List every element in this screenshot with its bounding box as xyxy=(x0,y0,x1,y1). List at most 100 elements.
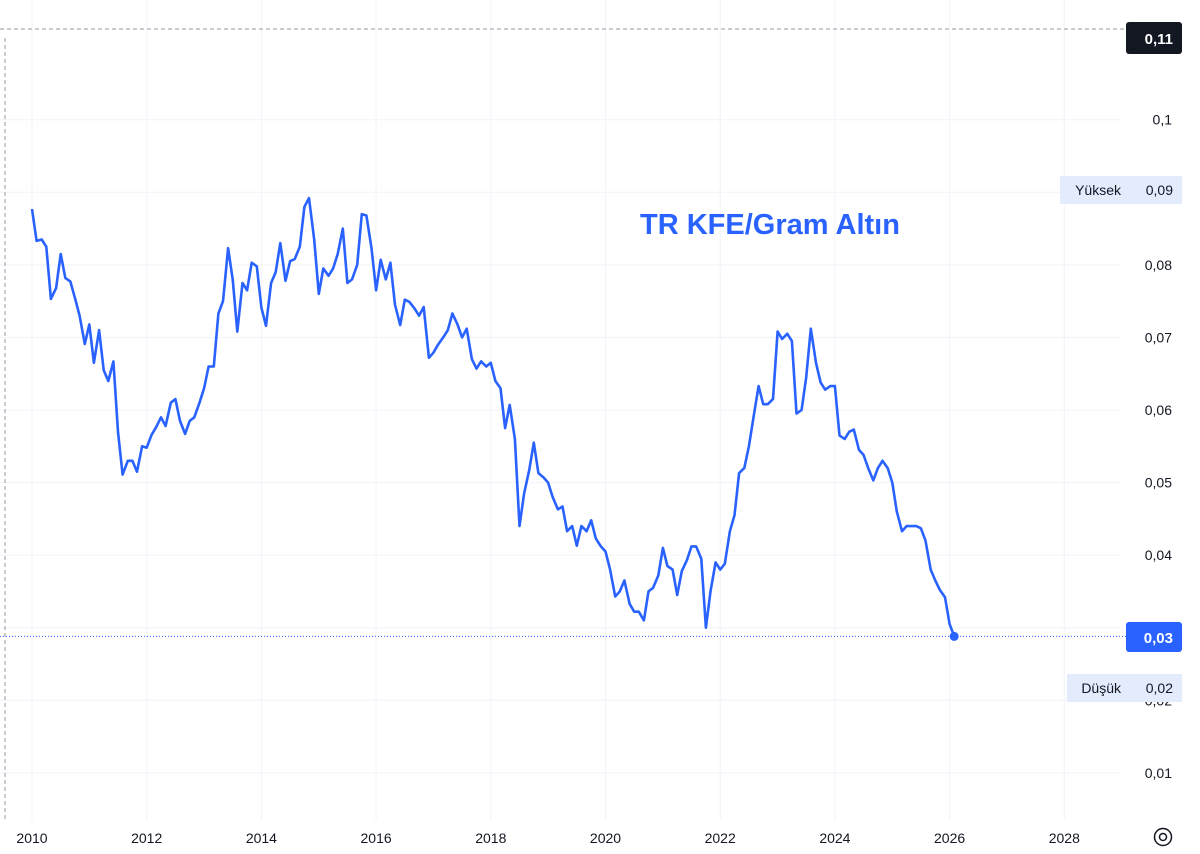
data-point xyxy=(933,579,937,583)
data-point xyxy=(384,277,388,281)
data-point xyxy=(761,402,765,406)
data-point xyxy=(881,459,885,463)
data-point xyxy=(479,359,483,363)
data-point xyxy=(441,335,445,339)
y-tick-label: 0,08 xyxy=(1145,257,1172,273)
data-point xyxy=(312,238,316,242)
data-point xyxy=(350,277,354,281)
data-point xyxy=(819,380,823,384)
low-value: 0,02 xyxy=(1146,680,1173,696)
data-point xyxy=(40,238,44,242)
last-price-bg xyxy=(1126,622,1182,652)
data-point xyxy=(307,196,311,200)
data-point xyxy=(250,261,254,265)
data-point xyxy=(800,408,804,412)
data-point xyxy=(470,357,474,361)
crosshair-price-label: 0,11 xyxy=(1145,31,1173,48)
data-point xyxy=(231,277,235,281)
data-point xyxy=(551,495,555,499)
data-point xyxy=(857,448,861,452)
data-point xyxy=(284,279,288,283)
y-tick-label: 0,05 xyxy=(1145,475,1172,491)
data-point xyxy=(164,424,168,428)
data-points xyxy=(30,196,956,638)
data-point xyxy=(293,257,297,261)
data-point xyxy=(374,288,378,292)
last-price-label: 0,03 xyxy=(1144,630,1173,647)
data-point xyxy=(661,546,665,550)
data-point xyxy=(671,568,675,572)
data-point xyxy=(54,286,58,290)
x-tick-label: 2018 xyxy=(475,830,506,846)
low-marker: Düşük 0,02 xyxy=(1067,674,1182,702)
data-point xyxy=(321,267,325,271)
data-point xyxy=(370,246,374,250)
data-point xyxy=(288,259,292,263)
data-point xyxy=(484,365,488,369)
data-point xyxy=(92,361,96,365)
data-point xyxy=(341,227,345,231)
x-tick-label: 2022 xyxy=(705,830,736,846)
data-point xyxy=(546,481,550,485)
data-point xyxy=(862,453,866,457)
data-point xyxy=(852,428,856,432)
data-point xyxy=(35,239,39,243)
data-point xyxy=(589,518,593,522)
data-point xyxy=(207,365,211,369)
data-point xyxy=(694,544,698,548)
x-tick-label: 2012 xyxy=(131,830,162,846)
data-point xyxy=(876,466,880,470)
data-point xyxy=(604,550,608,554)
data-point xyxy=(790,339,794,343)
data-point xyxy=(742,466,746,470)
data-point xyxy=(733,513,737,517)
data-point xyxy=(450,312,454,316)
data-point xyxy=(613,595,617,599)
data-point xyxy=(154,425,158,429)
data-point xyxy=(833,384,837,388)
data-point xyxy=(737,471,741,475)
data-point xyxy=(336,252,340,256)
data-point xyxy=(929,568,933,572)
data-point xyxy=(690,544,694,548)
data-point xyxy=(536,471,540,475)
low-value-bg xyxy=(1128,674,1182,702)
data-point xyxy=(718,568,722,572)
data-point xyxy=(542,476,546,480)
data-point xyxy=(699,557,703,561)
last-point-dot xyxy=(949,631,959,641)
data-point xyxy=(130,459,134,463)
data-point xyxy=(202,386,206,390)
data-point xyxy=(795,412,799,416)
data-point xyxy=(771,397,775,401)
data-point xyxy=(909,524,913,528)
data-point xyxy=(556,507,560,511)
data-point xyxy=(675,593,679,597)
data-point xyxy=(178,419,182,423)
data-point xyxy=(317,292,321,296)
data-point xyxy=(465,327,469,331)
data-point xyxy=(780,337,784,341)
data-point xyxy=(685,558,689,562)
data-point xyxy=(513,437,517,441)
y-tick-label: 0,04 xyxy=(1145,547,1172,563)
data-point xyxy=(403,298,407,302)
data-point xyxy=(274,270,278,274)
data-point xyxy=(709,589,713,593)
data-point xyxy=(145,446,149,450)
data-point xyxy=(642,618,646,622)
data-point xyxy=(436,343,440,347)
low-label: Düşük xyxy=(1081,680,1122,696)
data-point xyxy=(900,529,904,533)
data-point xyxy=(752,415,756,419)
data-point xyxy=(216,312,220,316)
high-value-bg xyxy=(1128,176,1182,204)
data-point xyxy=(183,432,187,436)
settings-icon[interactable] xyxy=(1153,827,1173,847)
data-point xyxy=(169,401,173,405)
crosshair-price-marker: 0,11 xyxy=(1126,22,1182,54)
data-point xyxy=(723,562,727,566)
data-point xyxy=(106,379,110,383)
data-point xyxy=(575,544,579,548)
